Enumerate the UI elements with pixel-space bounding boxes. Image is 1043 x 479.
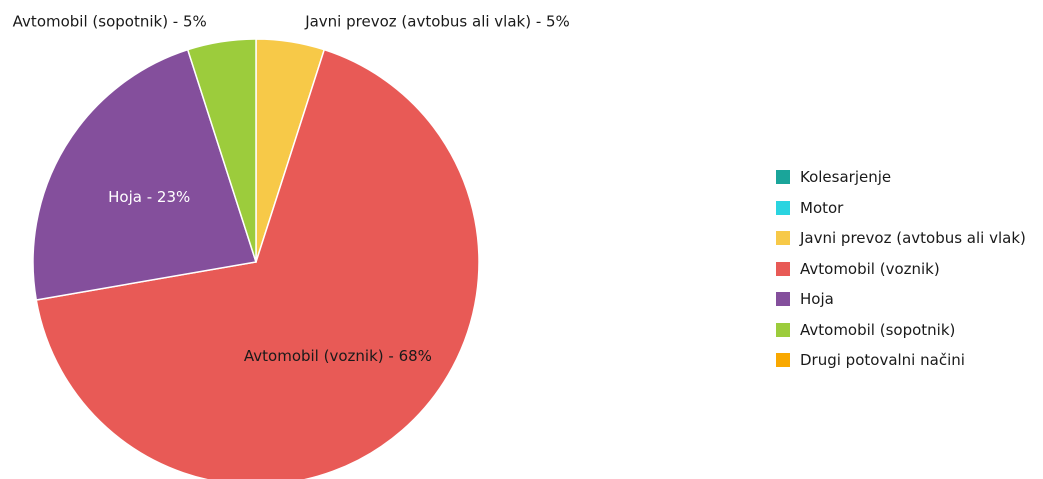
data-label-avtomobil-voznik: Avtomobil (voznik) - 68%: [244, 347, 432, 365]
legend-swatch: [776, 322, 790, 337]
legend-swatch: [776, 170, 790, 185]
legend-swatch: [776, 292, 790, 307]
legend-label: Kolesarjenje: [800, 168, 892, 187]
legend-label: Avtomobil (sopotnik): [800, 320, 956, 339]
legend-swatch: [776, 231, 790, 246]
data-label-hoja: Hoja - 23%: [108, 188, 190, 206]
data-label-javni-prevoz-avtobus-ali-vlak: Javni prevoz (avtobus ali vlak) - 5%: [304, 13, 570, 31]
legend-item-drugi-potovalni-nacini[interactable]: Drugi potovalni načini: [776, 345, 1026, 376]
legend-item-kolesarjenje[interactable]: Kolesarjenje: [776, 162, 1026, 193]
pie-slice-avtomobil-voznik[interactable]: [35, 48, 480, 479]
pie-data-labels: Javni prevoz (avtobus ali vlak) - 5% Avto…: [13, 13, 570, 365]
legend-label: Hoja: [800, 290, 834, 309]
pie-slice-hoja[interactable]: [32, 48, 257, 301]
legend-item-hoja[interactable]: Hoja: [776, 284, 1026, 315]
legend-swatch: [776, 353, 790, 368]
legend-item-motor[interactable]: Motor: [776, 193, 1026, 224]
legend-label: Drugi potovalni načini: [800, 351, 965, 370]
pie-slice-avtomobil-sopotnik[interactable]: [186, 38, 257, 263]
pie-chart: Javni prevoz (avtobus ali vlak) - 5% Avto…: [13, 13, 570, 479]
legend-swatch: [776, 200, 790, 215]
chart-legend: Kolesarjenje Motor Javni prevoz (avtobus a…: [776, 162, 1026, 376]
legend-item-avtomobil-voznik[interactable]: Avtomobil (voznik): [776, 254, 1026, 285]
legend-label: Avtomobil (voznik): [800, 259, 940, 278]
legend-item-javni-prevoz-avtobus-ali-vlak[interactable]: Javni prevoz (avtobus ali vlak): [776, 223, 1026, 254]
data-label-avtomobil-sopotnik: Avtomobil (sopotnik) - 5%: [13, 13, 207, 31]
legend-item-avtomobil-sopotnik[interactable]: Avtomobil (sopotnik): [776, 315, 1026, 346]
pie-slices: [32, 38, 480, 479]
legend-label: Motor: [800, 198, 844, 217]
legend-swatch: [776, 261, 790, 276]
legend-label: Javni prevoz (avtobus ali vlak): [800, 229, 1026, 248]
